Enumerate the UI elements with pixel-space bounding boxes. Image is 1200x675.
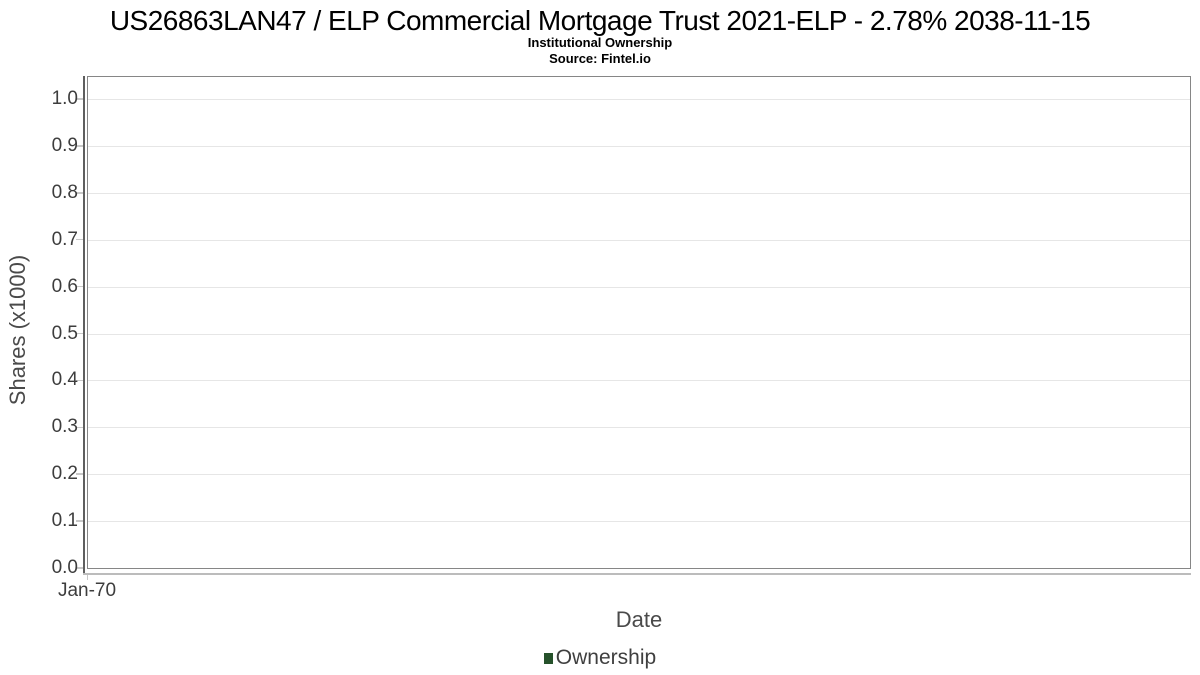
legend-item-ownership[interactable]: Ownership — [0, 646, 1200, 670]
gridline — [88, 145, 1190, 147]
y-tick-label: 0.0 — [51, 557, 78, 578]
gridline — [88, 99, 1190, 100]
y-axis-line — [83, 76, 85, 574]
y-tick-mark — [76, 379, 83, 382]
y-tick-mark — [76, 285, 83, 288]
chart-title: US26863LAN47 / ELP Commercial Mortgage T… — [109, 5, 1091, 36]
y-tick-label: 1.0 — [51, 88, 78, 109]
y-tick-label: 0.8 — [51, 181, 78, 203]
y-tick-mark — [76, 238, 83, 241]
y-tick-mark — [76, 520, 83, 522]
legend-label: Ownership — [555, 646, 657, 669]
y-tick-mark — [76, 473, 83, 475]
y-tick-label: 0.3 — [51, 416, 78, 438]
gridline — [88, 474, 1190, 476]
y-tick-label: 0.6 — [51, 275, 78, 297]
chart-source: Source: Fintel.io — [549, 51, 651, 66]
gridline — [88, 239, 1190, 241]
legend-marker-icon — [543, 652, 553, 664]
y-tick-mark — [76, 192, 83, 194]
y-tick-label: 0.1 — [51, 510, 78, 532]
y-tick-mark — [76, 426, 83, 429]
x-axis-line — [83, 573, 1191, 575]
x-axis-title: Date — [615, 607, 663, 632]
y-tick-label: 0.7 — [51, 228, 78, 250]
y-tick-label: 0.9 — [51, 134, 78, 156]
y-tick-label: 0.2 — [51, 463, 78, 485]
y-tick-mark — [76, 332, 83, 335]
plot-area — [87, 76, 1191, 569]
gridline — [88, 427, 1190, 429]
y-tick-mark — [76, 567, 83, 569]
y-tick-label: 0.5 — [51, 322, 78, 344]
x-tick-mark — [86, 574, 88, 580]
gridline — [88, 521, 1190, 523]
gridline — [88, 192, 1190, 194]
gridline — [88, 286, 1190, 288]
gridline — [88, 380, 1190, 382]
y-tick-mark — [76, 98, 83, 100]
y-tick-label: 0.4 — [51, 369, 78, 391]
x-tick-label: Jan-70 — [57, 580, 117, 601]
chart-subtitle: Institutional Ownership — [527, 35, 673, 50]
gridline — [88, 333, 1190, 335]
y-tick-mark — [76, 145, 83, 147]
